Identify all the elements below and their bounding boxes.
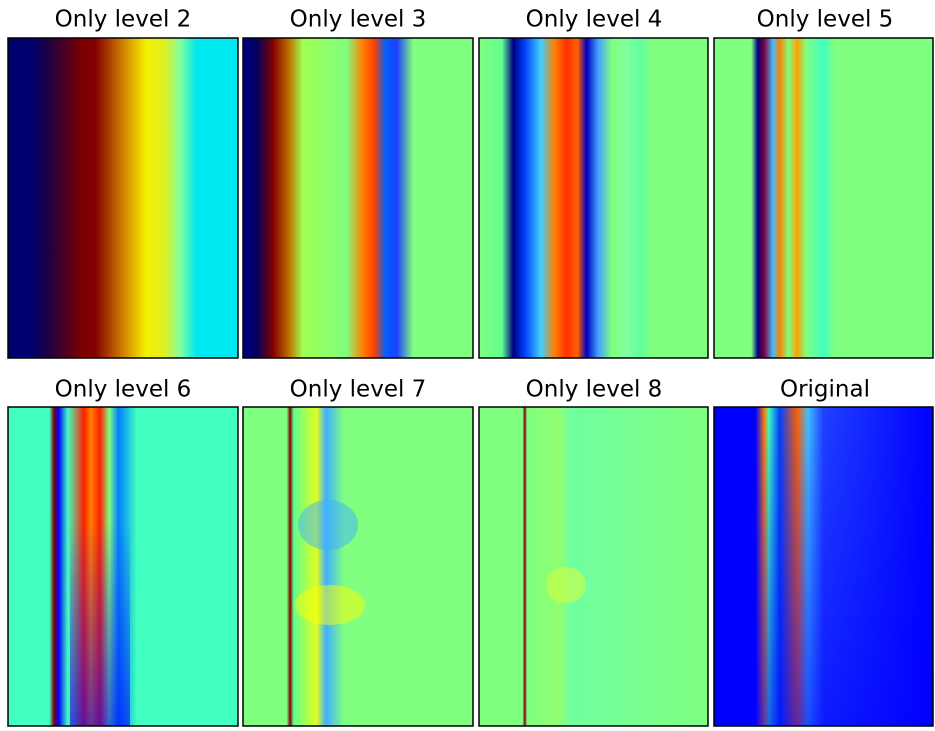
frame: [478, 406, 709, 727]
frame: [7, 37, 239, 359]
heatmap: [479, 38, 708, 358]
frame: [242, 406, 474, 727]
heatmap-shade: [70, 520, 130, 726]
heatmap-blob: [295, 585, 365, 625]
heatmap-shade: [714, 407, 933, 726]
panel-title: Only level 6: [55, 377, 192, 403]
frame: [242, 37, 474, 359]
panel-title: Only level 4: [526, 7, 663, 33]
panel-image: [713, 37, 934, 359]
panel-image: [478, 37, 709, 359]
frame: [7, 406, 239, 727]
panel-image: [242, 406, 474, 727]
panel-image: [7, 37, 239, 359]
panel-title: Only level 8: [526, 377, 663, 403]
frame: [478, 37, 709, 359]
panel-title: Only level 2: [55, 7, 192, 33]
panel-image: [478, 406, 709, 727]
frame: [713, 37, 934, 359]
frame: [713, 406, 934, 727]
panel-title: Only level 5: [757, 7, 894, 33]
heatmap-blob: [298, 500, 358, 550]
heatmap: [714, 38, 933, 358]
panel-title: Only level 7: [290, 377, 427, 403]
heatmap: [8, 38, 238, 358]
panel-image: [713, 406, 934, 727]
panel-title: Original: [780, 377, 870, 403]
panel-title: Only level 3: [290, 7, 427, 33]
panel-image: [7, 406, 239, 727]
heatmap-blob: [546, 567, 586, 603]
panel-image: [242, 37, 474, 359]
heatmap: [243, 38, 473, 358]
heatmap: [243, 407, 473, 726]
heatmap: [479, 407, 708, 726]
